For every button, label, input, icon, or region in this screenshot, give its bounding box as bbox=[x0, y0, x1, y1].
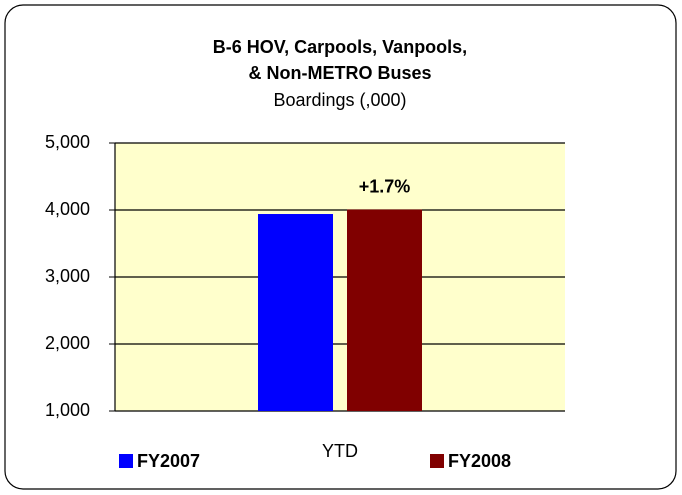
bar bbox=[347, 209, 422, 411]
annotation: +1.7% bbox=[359, 176, 411, 196]
bar bbox=[258, 214, 333, 411]
legend-label: FY2007 bbox=[137, 451, 200, 471]
y-tick-label: 4,000 bbox=[45, 199, 90, 219]
x-tick-label: YTD bbox=[322, 441, 358, 461]
chart-title: & Non-METRO Buses bbox=[248, 63, 431, 83]
legend-swatch bbox=[430, 454, 444, 468]
chart-title: B-6 HOV, Carpools, Vanpools, bbox=[213, 37, 467, 57]
y-tick-label: 2,000 bbox=[45, 333, 90, 353]
y-tick-label: 3,000 bbox=[45, 266, 90, 286]
legend-label: FY2008 bbox=[448, 451, 511, 471]
y-tick-label: 5,000 bbox=[45, 132, 90, 152]
legend-swatch bbox=[119, 454, 133, 468]
chart-subtitle: Boardings (,000) bbox=[273, 90, 406, 110]
y-tick-label: 1,000 bbox=[45, 400, 90, 420]
